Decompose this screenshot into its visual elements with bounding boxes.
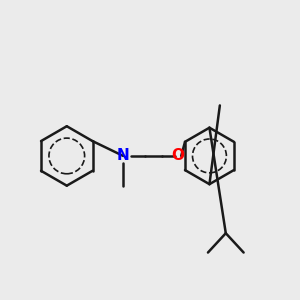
Text: O: O [172, 148, 185, 164]
Text: N: N [117, 148, 130, 164]
